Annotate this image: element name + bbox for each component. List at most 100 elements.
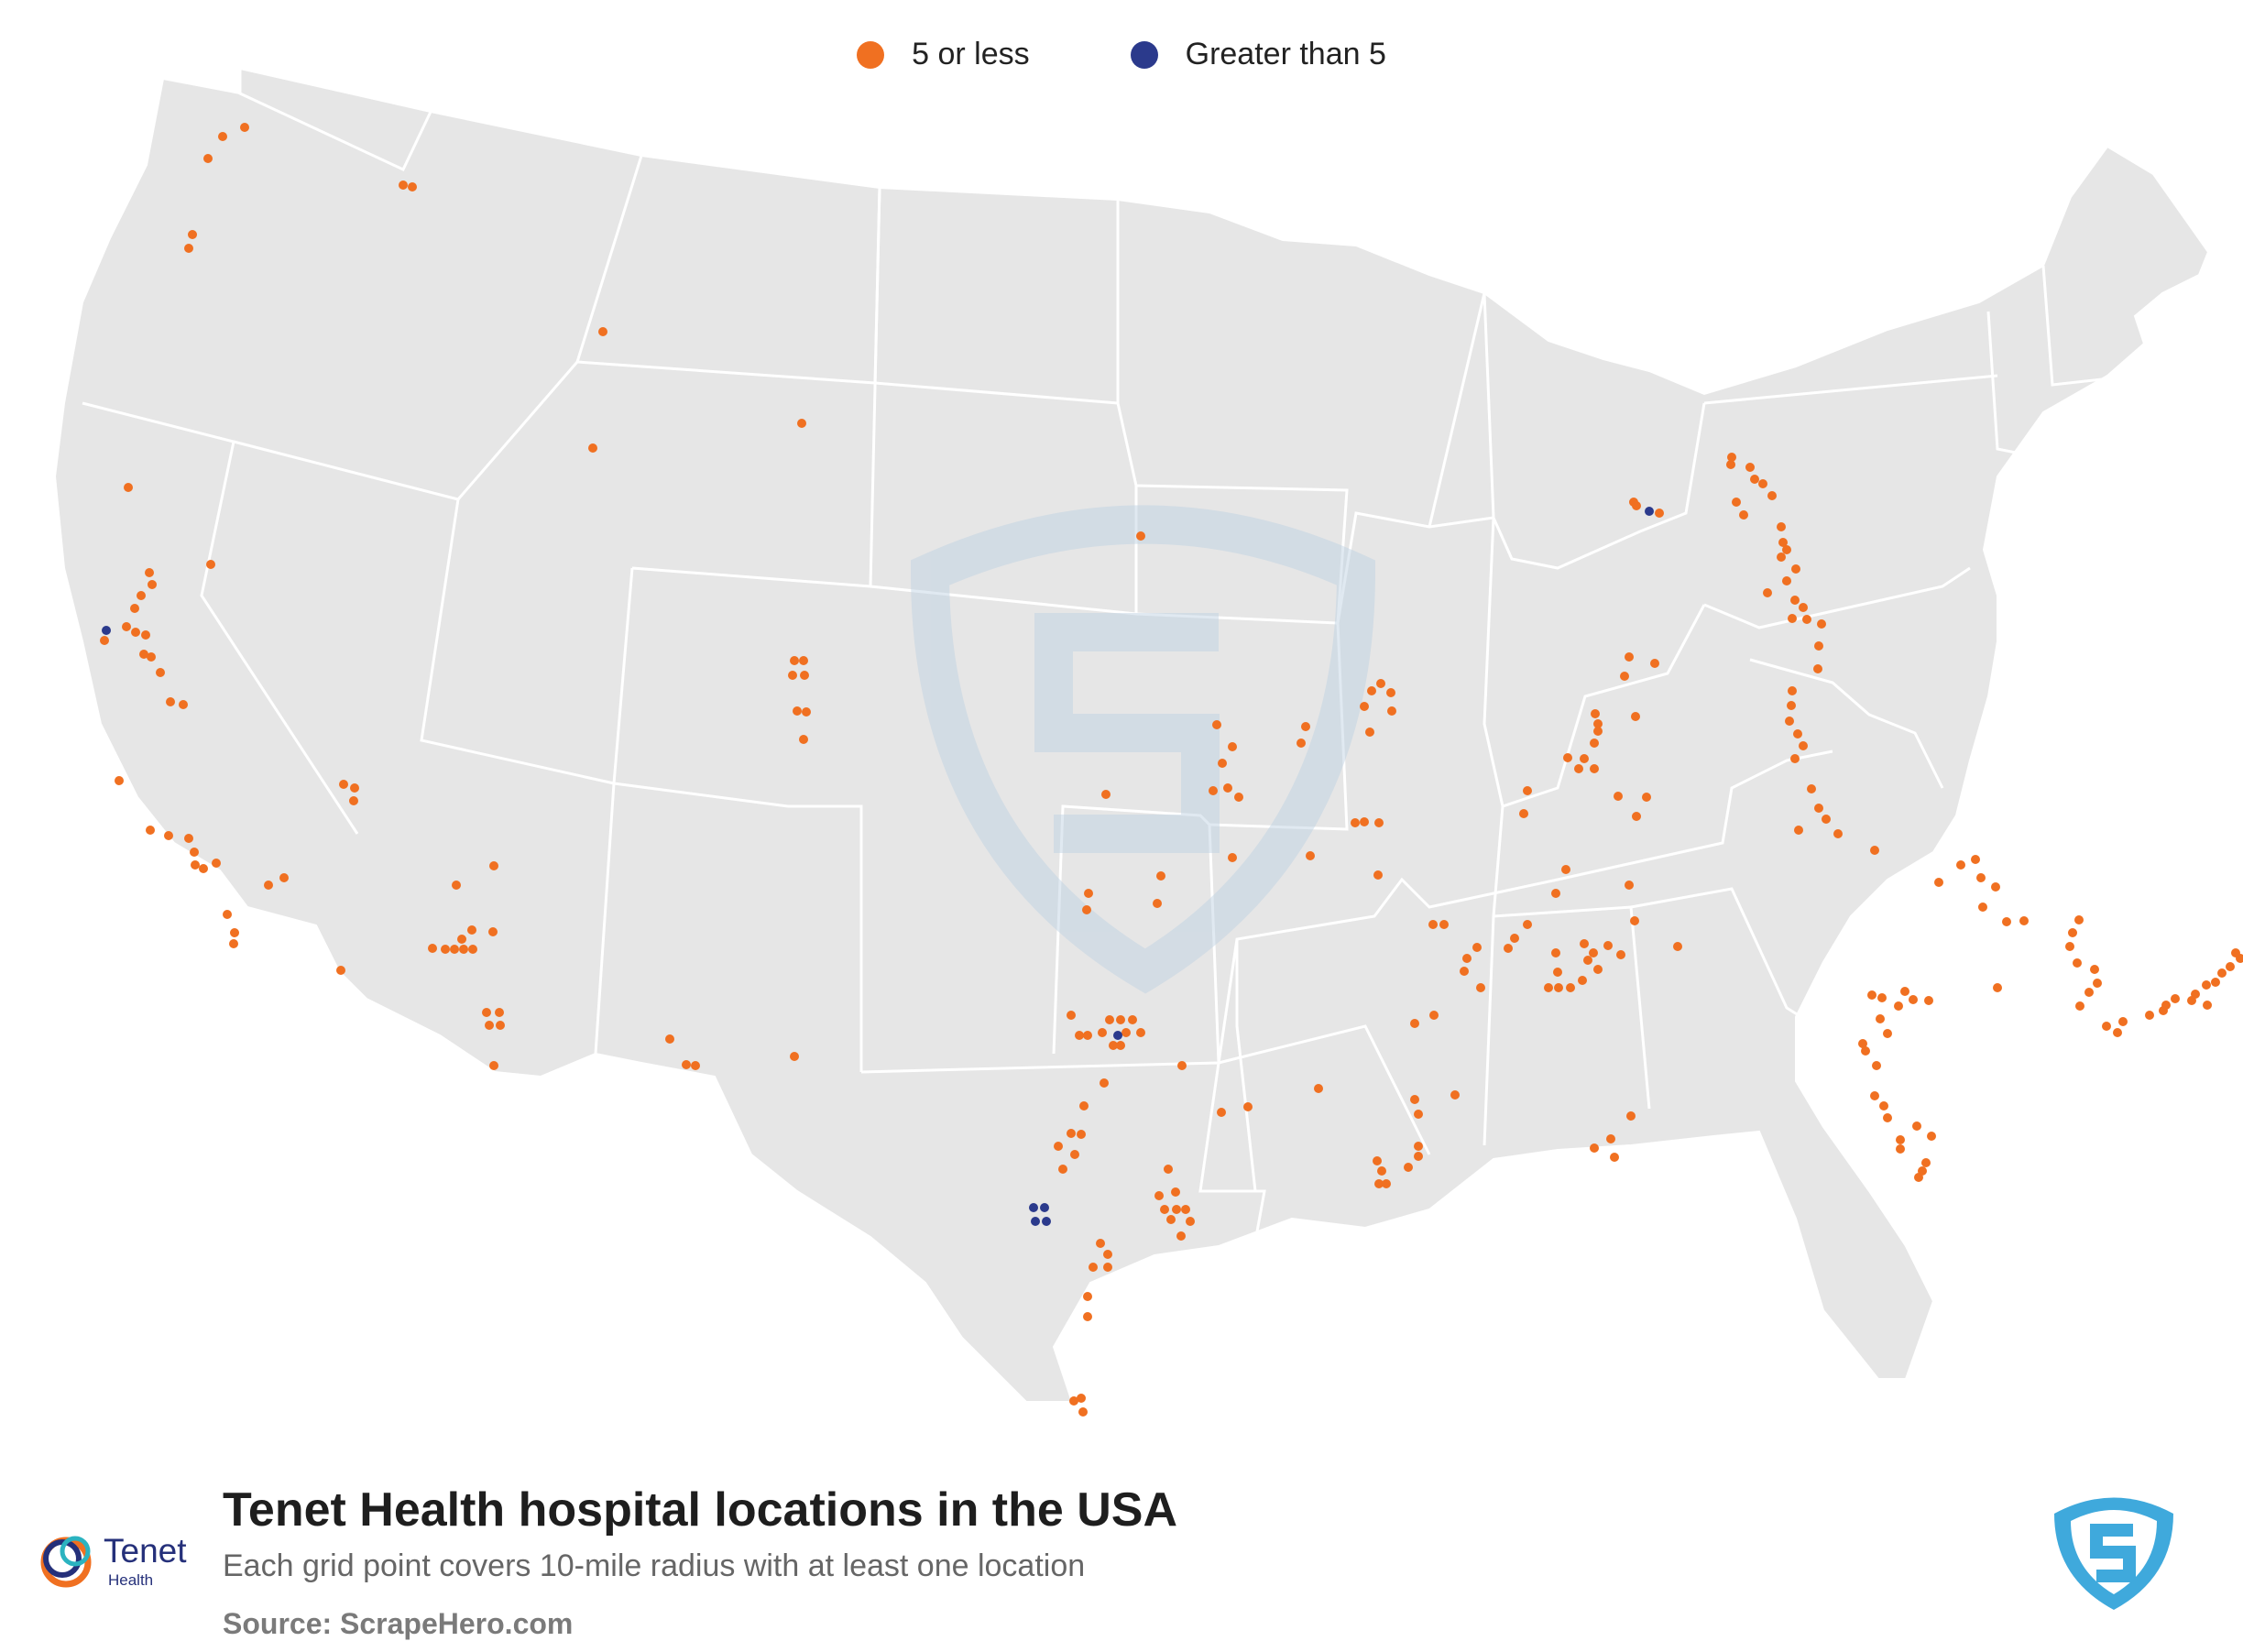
- location-dot-orange: [1209, 786, 1218, 795]
- location-dot-orange: [1872, 1061, 1881, 1070]
- location-dot-orange: [665, 1034, 674, 1044]
- location-dot-orange: [1625, 652, 1634, 662]
- location-dot-orange: [2231, 948, 2240, 957]
- location-dot-orange: [1166, 1215, 1176, 1224]
- location-dot-orange: [1631, 712, 1640, 721]
- location-dot-orange: [1553, 968, 1562, 977]
- location-dot-orange: [428, 944, 437, 953]
- location-dot-orange: [691, 1061, 700, 1070]
- location-dot-navy: [1031, 1217, 1040, 1226]
- location-dot-orange: [1554, 983, 1563, 992]
- location-dot-orange: [1739, 510, 1748, 520]
- location-dot-orange: [1128, 1015, 1137, 1024]
- location-dot-orange: [240, 123, 249, 132]
- location-dot-orange: [1171, 1187, 1180, 1197]
- location-dot-orange: [1778, 538, 1788, 547]
- location-dot-orange: [1912, 1121, 1921, 1131]
- location-dot-orange: [2217, 968, 2227, 978]
- location-dot-orange: [467, 925, 476, 935]
- location-dot-orange: [1096, 1239, 1105, 1248]
- location-dot-orange: [399, 181, 408, 190]
- location-dot-orange: [1386, 688, 1395, 697]
- location-dot-orange: [1794, 826, 1803, 835]
- location-dot-orange: [218, 132, 227, 141]
- location-dot-orange: [1367, 686, 1376, 695]
- location-dot-orange: [1914, 1173, 1923, 1182]
- location-dot-orange: [1373, 1156, 1382, 1165]
- location-dot-orange: [450, 945, 459, 954]
- location-dot-orange: [1103, 1250, 1112, 1259]
- location-dot-orange: [2019, 916, 2029, 925]
- location-dot-orange: [1593, 965, 1603, 974]
- page-title: Tenet Health hospital locations in the U…: [223, 1483, 1178, 1537]
- brand-sub: Health: [108, 1571, 154, 1589]
- location-dot-orange: [1414, 1110, 1423, 1119]
- location-dot-orange: [1650, 659, 1659, 668]
- location-dot-orange: [1164, 1165, 1173, 1174]
- location-dot-orange: [1610, 1153, 1619, 1162]
- location-dot-orange: [1788, 686, 1797, 695]
- location-dot-orange: [1387, 706, 1396, 716]
- location-dot-orange: [1745, 463, 1755, 472]
- location-dot-orange: [1551, 889, 1560, 898]
- location-dot-orange: [1858, 1039, 1867, 1048]
- location-dot-orange: [793, 706, 802, 716]
- location-dot-orange: [141, 630, 150, 640]
- location-dot-orange: [1058, 1165, 1067, 1174]
- location-dot-orange: [156, 668, 165, 677]
- location-dot-orange: [1822, 815, 1831, 824]
- location-dot-orange: [1894, 1001, 1903, 1011]
- location-dot-orange: [1083, 1031, 1092, 1040]
- location-dot-orange: [2075, 1001, 2084, 1011]
- location-dot-orange: [2113, 1028, 2122, 1037]
- location-dot-orange: [203, 154, 213, 163]
- location-dot-orange: [1410, 1019, 1419, 1028]
- usa-landmass: [53, 67, 2210, 1403]
- location-dot-orange: [495, 1008, 504, 1017]
- location-dot-orange: [1726, 460, 1735, 469]
- location-dot-orange: [1817, 619, 1826, 629]
- location-dot-orange: [1867, 990, 1876, 1000]
- location-dot-orange: [682, 1060, 691, 1069]
- location-dot-orange: [147, 652, 156, 662]
- location-dot-orange: [131, 628, 140, 637]
- location-dot-orange: [2171, 994, 2180, 1003]
- location-dot-orange: [1374, 818, 1384, 827]
- location-dot-orange: [1814, 804, 1823, 813]
- location-dot-orange: [2074, 915, 2084, 924]
- location-dot-orange: [1563, 753, 1572, 762]
- navy-dot-icon: [1130, 40, 1158, 69]
- location-dot-orange: [799, 735, 808, 744]
- location-dot-orange: [1069, 1396, 1078, 1406]
- legend-label: Greater than 5: [1185, 37, 1386, 71]
- location-dot-orange: [1439, 920, 1449, 929]
- location-dot-orange: [1788, 614, 1797, 623]
- location-dot-orange: [2211, 978, 2220, 987]
- location-dot-orange: [1523, 786, 1532, 795]
- location-dot-orange: [1727, 453, 1736, 462]
- location-dot-orange: [1879, 1101, 1888, 1110]
- location-dot-orange: [1976, 873, 1986, 882]
- location-dot-orange: [1777, 552, 1786, 562]
- location-dot-orange: [1603, 941, 1613, 950]
- location-dot-orange: [1802, 615, 1811, 624]
- location-dot-orange: [1083, 1292, 1092, 1301]
- location-dot-orange: [279, 873, 289, 882]
- location-dot-orange: [1101, 790, 1111, 799]
- location-dot-orange: [1750, 475, 1759, 484]
- location-dot-orange: [588, 443, 597, 453]
- state-borders: [82, 69, 2136, 1293]
- location-dot-orange: [184, 834, 193, 843]
- location-dot-orange: [2065, 942, 2074, 951]
- location-dot-orange: [1176, 1231, 1186, 1241]
- location-dot-orange: [1218, 759, 1227, 768]
- location-dot-orange: [1782, 576, 1791, 585]
- location-dot-orange: [1136, 1028, 1145, 1037]
- location-dot-orange: [1590, 1143, 1599, 1153]
- location-dot-orange: [190, 848, 199, 857]
- location-dot-orange: [2002, 917, 2011, 926]
- location-dot-orange: [1632, 812, 1641, 821]
- legend: 5 or less Greater than 5: [0, 37, 2243, 72]
- location-dot-orange: [2203, 1001, 2212, 1010]
